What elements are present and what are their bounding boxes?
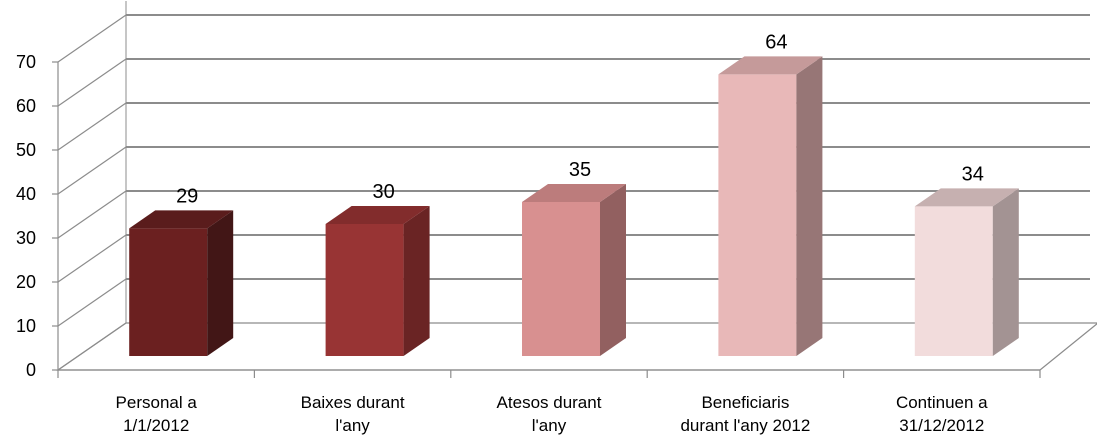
y-tick-label: 60 [16, 96, 36, 116]
data-label: 35 [569, 159, 591, 181]
bar [522, 184, 626, 356]
data-label: 34 [962, 163, 984, 185]
x-tick-label: Beneficiaris [701, 393, 789, 412]
gridline-depth [57, 58, 127, 107]
bar-front [522, 202, 600, 356]
bar-side [207, 210, 234, 356]
gridline-depth [57, 14, 127, 63]
bar-top [914, 188, 1019, 207]
bar-side [403, 206, 430, 356]
x-tick-label: l'any [532, 416, 567, 435]
gridline-depth [57, 234, 127, 283]
bar-side [992, 188, 1019, 356]
bar [325, 206, 430, 356]
data-label: 29 [176, 185, 198, 207]
x-tick-label: durant l'any 2012 [680, 416, 810, 435]
bar [129, 210, 234, 356]
bar-front [914, 206, 993, 356]
y-tick-label: 40 [16, 184, 36, 204]
gridline-depth [57, 322, 127, 371]
bar-side [600, 184, 626, 356]
axes [52, 1, 1041, 378]
bar-top [718, 56, 823, 75]
bar-front [718, 74, 797, 357]
bar-front [129, 228, 208, 356]
y-tick-label: 50 [16, 140, 36, 160]
x-tick-label: l'any [335, 416, 370, 435]
y-tick-label: 10 [16, 316, 36, 336]
y-tick-label: 0 [26, 360, 36, 380]
data-label: 30 [372, 181, 394, 203]
y-tick-label: 30 [16, 228, 36, 248]
x-tick-label: Atesos durant [497, 393, 602, 412]
gridline-depth [57, 146, 127, 195]
bar-side [796, 56, 823, 357]
bars [129, 56, 1019, 357]
gridline-depth [57, 278, 127, 327]
x-tick-label: 1/1/2012 [123, 416, 189, 435]
gridline-depth [57, 102, 127, 151]
data-label: 64 [765, 31, 787, 53]
x-tick-label: 31/12/2012 [899, 416, 984, 435]
labels: 0 10 20 30 40 50 60 70 29 Personal a 1/1/2012 30 Bai… [16, 31, 988, 435]
x-tick-label: Continuen a [896, 393, 988, 412]
y-tick-label: 20 [16, 272, 36, 292]
bar-top [325, 206, 430, 224]
x-tick-label: Personal a [116, 393, 198, 412]
bar [718, 56, 823, 357]
bar-front [325, 224, 404, 356]
bar-top [522, 184, 626, 202]
bar-top [129, 210, 234, 229]
gridline-depth [57, 190, 127, 239]
x-tick-label: Baixes durant [301, 393, 405, 412]
y-tick-label: 70 [16, 52, 36, 72]
bar [914, 188, 1019, 356]
